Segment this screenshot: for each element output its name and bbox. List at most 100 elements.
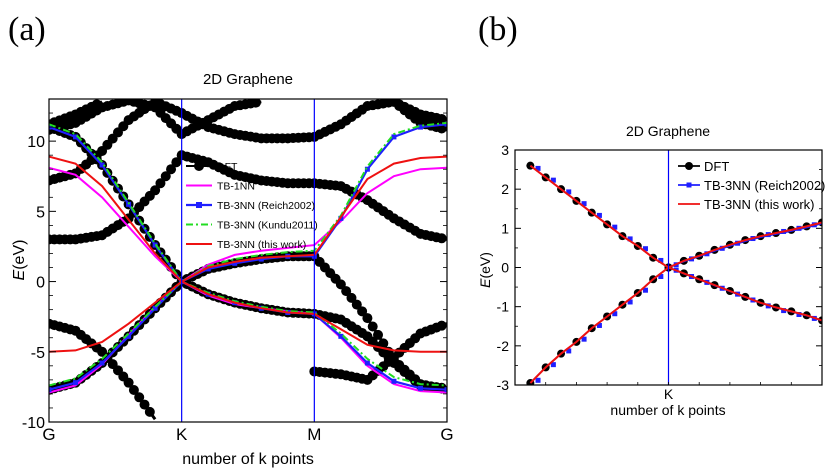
chart-a-series-tb-3nn-reich2002--lower: [49, 280, 447, 391]
chart-a-legend-label-tb-3nn-reich2002-: TB-3NN (Reich2002): [217, 200, 315, 212]
chart-b-reich-marker: [642, 287, 648, 293]
chart-a-reich-marker: [364, 166, 370, 172]
chart-a-reich-marker: [73, 134, 79, 140]
chart-b-reich-marker: [596, 212, 602, 218]
chart-b: -3 -2 -1 0 1 2 3 K DFT TB-3NN (Reich2002) TB-3NN (…: [497, 142, 826, 402]
chart-a-dft-point: [436, 233, 447, 244]
chart-b-reich-marker: [535, 165, 541, 171]
chart-b-ytick-label-2: -1: [497, 299, 510, 315]
chart-a-reich-marker: [152, 305, 158, 311]
chart-a-xtick-label-2: M: [307, 425, 321, 444]
chart-a-series-tb-3nn-this-work--lower: [49, 280, 447, 353]
chart-a-legend-label-tb-3nn-kundu2011-: TB-3NN (Kundu2011): [217, 220, 318, 232]
chart-b-ylabel-unit: (eV): [477, 252, 493, 278]
chart-a-dft-point: [335, 279, 346, 290]
chart-b-plot-area: [526, 161, 822, 385]
svg-text:E(eV): E(eV): [477, 252, 493, 288]
chart-b-reich-line-y_lower: [529, 266, 822, 384]
chart-a-reich-marker: [126, 333, 132, 339]
chart-b-ytick-label-0: -3: [497, 377, 510, 393]
chart-a-dft-point: [128, 384, 139, 395]
chart-b-legend: DFT TB-3NN (Reich2002) TB-3NN (this work): [678, 159, 825, 212]
chart-b-reich-marker: [658, 274, 664, 280]
chart-a-ytick-label-0: -10: [22, 415, 45, 432]
chart-b-reich-marker: [642, 246, 648, 252]
panel-label-a: (a): [8, 11, 46, 48]
chart-b-reich-marker: [535, 377, 541, 383]
chart-b-ytick-label-1: -2: [497, 338, 510, 354]
chart-b-title: 2D Graphene: [626, 123, 710, 139]
chart-b-thiswork-line-y_upper: [529, 164, 822, 269]
chart-a-dft-point: [362, 313, 373, 324]
chart-a-reich-marker: [338, 333, 344, 339]
chart-a-dft-point: [346, 292, 357, 303]
chart-b-legend-label-tb-3nn-reich2002-: TB-3NN (Reich2002): [704, 178, 825, 193]
chart-b-reich-marker: [658, 257, 664, 263]
chart-a-xtick-label-1: K: [176, 425, 188, 444]
chart-a-dft-point: [171, 157, 182, 168]
chart-a-legend-marker-dft: [194, 161, 204, 171]
chart-b-ytick-label-4: 1: [501, 220, 509, 236]
chart-a-xtick-label-3: G: [440, 425, 453, 444]
chart-a-reich-marker: [99, 360, 105, 366]
chart-b-legend-marker-dft: [685, 162, 693, 170]
chart-a-reich-marker: [444, 387, 447, 393]
chart-a-reich-marker: [444, 121, 447, 127]
chart-b-reich-marker: [596, 322, 602, 328]
chart-a-dft-band-0: [49, 254, 447, 392]
chart-a-series-tb-1nn-upper: [49, 166, 447, 283]
chart-a-reich-marker: [73, 380, 79, 386]
chart-a-dft-point: [357, 306, 368, 317]
chart-a-legend-marker-tb-3nn-reich2002-: [196, 202, 202, 208]
chart-a-reich-marker: [49, 387, 52, 393]
chart-a-plot-area: [49, 99, 447, 421]
chart-b-xlabel: number of k points: [610, 402, 725, 418]
chart-a-ylabel-unit: (eV): [11, 240, 28, 270]
chart-a-reich-marker: [99, 162, 105, 168]
chart-b-legend-label-tb-3nn-this-work-: TB-3NN (this work): [704, 197, 815, 212]
chart-b-xtick-label-0: K: [664, 386, 674, 402]
chart-a-dft-point: [351, 299, 362, 310]
chart-b-ytick-label-6: 3: [501, 142, 509, 158]
chart-a-dft-point: [155, 178, 166, 189]
chart-a-ytick-label-3: 5: [36, 204, 45, 221]
chart-a-ytick-label-1: -5: [31, 345, 45, 362]
chart-a-series-tb-3nn-this-work--upper: [49, 155, 447, 283]
chart-a-reich-marker: [258, 256, 264, 262]
chart-a-ytick-label-4: 10: [27, 134, 45, 151]
chart-b-reich-marker: [627, 236, 633, 242]
chart-a-dft-point: [144, 406, 155, 417]
chart-b-dft-line-y_lower: [529, 266, 822, 384]
chart-a-dft-point: [250, 99, 261, 108]
chart-a-legend-label-tb-1nn: TB-1NN: [217, 181, 255, 193]
chart-b-reich-marker: [550, 362, 556, 368]
chart-a-ytick-label-2: 0: [36, 275, 45, 292]
chart-a-reich-marker: [391, 134, 397, 140]
chart-b-ytick-label-5: 2: [501, 181, 509, 197]
chart-b-reich-marker: [781, 308, 787, 314]
chart-b-reich-marker: [566, 189, 572, 195]
chart-a-dft-point: [436, 113, 447, 124]
chart-a-legend-label-dft: DFT: [217, 161, 238, 173]
chart-b-legend-label-dft: DFT: [704, 159, 729, 174]
chart-b-ylabel-italic: E: [477, 278, 493, 288]
chart-a-reich-marker: [417, 124, 423, 130]
chart-a-dft-point: [367, 321, 378, 332]
chart-a-reich-marker: [417, 385, 423, 391]
svg-text:E(eV): E(eV): [11, 240, 28, 281]
chart-b-reich-marker: [581, 336, 587, 342]
chart-b-ytick-label-3: 0: [501, 260, 509, 276]
chart-a-frame: [48, 98, 448, 423]
chart-b-reich-marker: [612, 311, 618, 317]
chart-b-reich-marker: [550, 177, 556, 183]
chart-a-dft-point: [436, 320, 447, 331]
chart-a-reich-marker: [205, 266, 211, 272]
chart-b-thiswork-line-y_lower: [529, 266, 822, 384]
chart-a-legend: DFT TB-1NN TB-3NN (Reich2002) TB-3NN (Kundu…: [186, 161, 318, 251]
chart-a-dft-point: [341, 286, 352, 297]
chart-a-reich-marker: [232, 260, 238, 266]
chart-a-series-tb-3nn-kundu2011--upper: [49, 121, 447, 283]
chart-a-legend-label-tb-3nn-this-work-: TB-3NN (this work): [217, 239, 306, 251]
